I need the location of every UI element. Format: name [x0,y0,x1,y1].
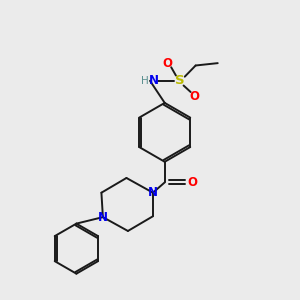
Text: H: H [141,76,148,86]
Text: O: O [188,176,198,189]
Text: N: N [98,211,108,224]
Text: S: S [175,74,184,87]
Text: O: O [162,57,172,70]
Text: N: N [148,186,158,199]
Text: N: N [148,74,158,87]
Text: O: O [190,90,200,103]
